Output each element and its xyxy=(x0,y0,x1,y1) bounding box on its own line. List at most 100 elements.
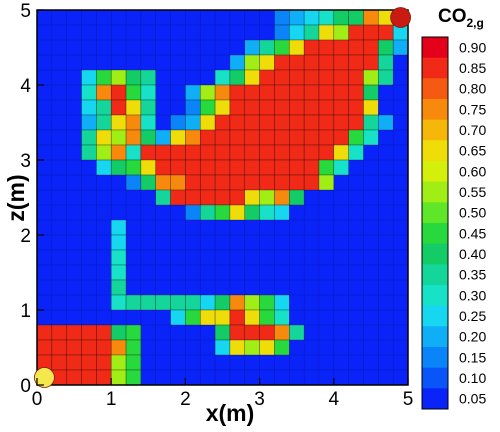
heatmap-cell xyxy=(259,144,275,161)
heatmap-cell xyxy=(214,294,231,311)
heatmap-cell xyxy=(110,129,127,146)
heatmap-cell xyxy=(66,354,82,371)
injector-marker xyxy=(390,7,411,28)
heatmap-cell xyxy=(289,129,305,146)
heatmap-cell xyxy=(289,84,305,101)
colorbar-level-label: 0.90 xyxy=(459,39,486,55)
colorbar-swatch xyxy=(422,140,448,162)
y-tick-label: 4 xyxy=(20,76,31,97)
colorbar-swatch xyxy=(422,37,448,59)
colorbar-level-label: 0.75 xyxy=(459,101,486,117)
heatmap-cell xyxy=(274,9,290,26)
heatmap-cell xyxy=(125,144,142,161)
heatmap-cell xyxy=(274,144,290,161)
heatmap-cell xyxy=(259,54,275,71)
heatmap-cell xyxy=(348,84,364,101)
heatmap-cell xyxy=(229,204,246,221)
heatmap-cell xyxy=(303,69,320,86)
heatmap-cell xyxy=(96,129,112,146)
colorbar-title-sub: 2,g xyxy=(467,16,484,30)
heatmap-cell xyxy=(140,129,156,146)
heatmap-cell xyxy=(289,9,305,26)
heatmap-cell xyxy=(259,159,275,176)
colorbar-level-label: 0.05 xyxy=(459,391,486,407)
heatmap-cell xyxy=(36,339,53,356)
heatmap-cell xyxy=(333,39,349,56)
heatmap-cell xyxy=(110,144,127,161)
heatmap-cell xyxy=(274,69,290,86)
x-tick-label: 1 xyxy=(106,389,117,410)
heatmap-cell xyxy=(214,174,231,191)
heatmap-cell xyxy=(259,114,275,131)
heatmap-cell xyxy=(155,159,171,176)
heatmap-cell xyxy=(289,24,305,41)
heatmap-cell xyxy=(318,159,335,176)
heatmap-cell xyxy=(244,174,260,191)
heatmap-cell xyxy=(96,99,112,116)
heatmap-cell xyxy=(348,24,364,41)
heatmap-cell xyxy=(81,114,97,131)
heatmap-cell xyxy=(96,144,112,161)
heatmap-cell xyxy=(244,324,260,341)
heatmap-cell xyxy=(259,294,275,311)
heatmap-cell xyxy=(214,204,231,221)
x-tick-label: 0 xyxy=(32,389,43,410)
heatmap-cell xyxy=(333,144,349,161)
heatmap-cell xyxy=(333,84,349,101)
heatmap-cell xyxy=(244,84,260,101)
colorbar-swatch xyxy=(422,119,448,141)
markers xyxy=(34,7,411,388)
heatmap-cell xyxy=(110,354,127,371)
heatmap-cell xyxy=(392,39,409,56)
heatmap-cell xyxy=(125,159,142,176)
heatmap-cell xyxy=(125,339,142,356)
heatmap-cell xyxy=(140,144,156,161)
heatmap-cell xyxy=(333,24,349,41)
colorbar-level-label: 0.30 xyxy=(459,287,486,303)
heatmap-cell xyxy=(259,84,275,101)
heatmap-cell xyxy=(289,174,305,191)
heatmap-cell xyxy=(259,39,275,56)
heatmap-cell xyxy=(274,174,290,191)
heatmap-cell xyxy=(199,189,216,206)
colorbar-level-label: 0.80 xyxy=(459,81,486,97)
heatmap-cell xyxy=(51,339,67,356)
heatmap-cell xyxy=(348,114,364,131)
heatmap-cell xyxy=(214,114,231,131)
heatmap-cell xyxy=(170,129,186,146)
heatmap-cell xyxy=(214,309,231,326)
heatmap-cell xyxy=(259,69,275,86)
heatmap-cell xyxy=(110,369,127,386)
heatmap-cell xyxy=(110,159,127,176)
heatmap-cell xyxy=(274,159,290,176)
heatmap-cell xyxy=(348,144,364,161)
heatmap-cell xyxy=(259,324,275,341)
heatmap-cell xyxy=(378,24,394,41)
heatmap-cell xyxy=(229,324,246,341)
heatmap-cell xyxy=(110,114,127,131)
heatmap-cell xyxy=(125,99,142,116)
heatmap-cell xyxy=(170,189,186,206)
heatmap-cell xyxy=(96,354,112,371)
heatmap-cell xyxy=(170,144,186,161)
heatmap-cell xyxy=(214,69,231,86)
colorbar-swatch xyxy=(422,161,448,183)
colorbar-level-label: 0.70 xyxy=(459,122,486,138)
heatmap-cell xyxy=(363,129,379,146)
heatmap-cell xyxy=(289,324,305,341)
heatmap-cell xyxy=(303,39,320,56)
heatmap-cell xyxy=(363,99,379,116)
heatmap-cell xyxy=(199,309,216,326)
colorbar: 0.90 0.85 0.80 0.75 0.70 0.65 0.60 0.55 0.50 0.45… xyxy=(421,36,486,410)
heatmap-cell xyxy=(170,159,186,176)
heatmap-cell xyxy=(229,84,246,101)
heatmap-cell xyxy=(318,99,335,116)
heatmap-cell xyxy=(199,129,216,146)
colorbar-swatch xyxy=(422,347,448,369)
heatmap-cell xyxy=(229,54,246,71)
heatmap-cell xyxy=(170,114,186,131)
heatmap-cell xyxy=(244,69,260,86)
heatmap-cell xyxy=(96,69,112,86)
y-tick-label: 5 xyxy=(20,1,31,22)
